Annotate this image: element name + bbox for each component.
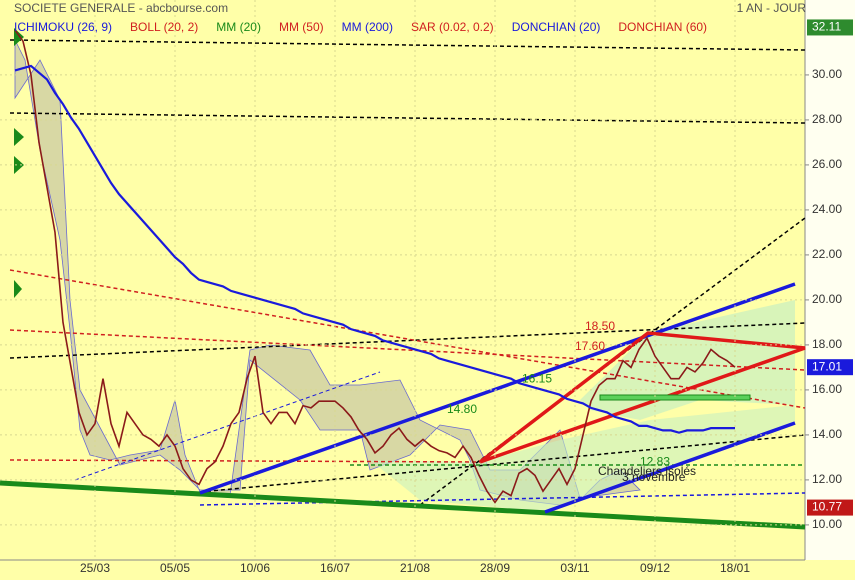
series-line — [14, 29, 736, 504]
annotation: 12.83 — [640, 454, 670, 468]
x-tick-label: 16/07 — [320, 561, 350, 575]
y-tick-label: 20.00 — [812, 292, 842, 306]
annotation: 14.80 — [447, 402, 477, 416]
x-tick-label: 10/06 — [240, 561, 270, 575]
x-tick-label: 28/09 — [480, 561, 510, 575]
trend-line — [199, 282, 796, 495]
annotation: 18.50 — [585, 319, 615, 333]
y-tick-label: 24.00 — [812, 202, 842, 216]
price-tag — [807, 359, 853, 376]
box — [599, 394, 751, 401]
indicator-label: BOLL (20, 2) — [130, 20, 198, 34]
x-tick-label: 18/01 — [720, 561, 750, 575]
marker — [14, 156, 24, 174]
period: 1 AN - JOUR — [737, 1, 807, 15]
trend-line — [9, 269, 806, 409]
indicator-label: MM (200) — [342, 20, 393, 34]
annotation: 16.15 — [522, 372, 552, 386]
x-tick-label: 03/11 — [560, 561, 589, 575]
indicator-label: DONCHIAN (20) — [512, 20, 601, 34]
y-axis-panel — [805, 0, 855, 560]
marker — [14, 128, 24, 146]
annotation: 17.60 — [575, 339, 605, 353]
zone — [370, 405, 795, 512]
trend-line — [9, 459, 481, 463]
x-tick-label: 05/05 — [160, 561, 190, 575]
y-tick-label: 16.00 — [812, 382, 842, 396]
x-tick-label: 25/03 — [80, 561, 110, 575]
indicator-label: SAR (0.02, 0.2) — [411, 20, 494, 34]
price-tag-label: 17.01 — [812, 359, 842, 373]
trend-line — [74, 371, 381, 481]
price-tag-label: 10.77 — [812, 500, 842, 514]
indicator-label: ICHIMOKU (26, 9) — [14, 20, 112, 34]
y-tick-label: 22.00 — [812, 247, 842, 261]
indicator-label: DONCHIAN (60) — [618, 20, 707, 34]
trend-line — [199, 434, 806, 493]
price-tag — [807, 499, 853, 516]
x-tick-label: 21/08 — [400, 561, 430, 575]
y-tick-label: 30.00 — [812, 67, 842, 81]
note: Chandeliers isolés — [598, 464, 696, 478]
note: 3 novembre — [622, 470, 686, 484]
y-tick-label: 10.00 — [812, 517, 842, 531]
x-tick-label: 09/12 — [640, 561, 670, 575]
trend-line — [544, 421, 796, 514]
indicator-label: MM (20) — [216, 20, 261, 34]
trend-line — [0, 480, 806, 530]
y-tick-label: 28.00 — [812, 112, 842, 126]
y-tick-label: 18.00 — [812, 337, 842, 351]
chart-title: SOCIETE GENERALE - abcbourse.com — [14, 1, 228, 15]
y-tick-label: 12.00 — [812, 472, 842, 486]
marker — [14, 280, 22, 298]
trend-line — [199, 492, 806, 506]
price-tag-label: 32.11 — [812, 20, 841, 34]
price-tag — [807, 19, 853, 36]
y-tick-label: 26.00 — [812, 157, 842, 171]
series-line — [14, 64, 735, 434]
indicator-label: MM (50) — [279, 20, 324, 34]
y-tick-label: 14.00 — [812, 427, 842, 441]
